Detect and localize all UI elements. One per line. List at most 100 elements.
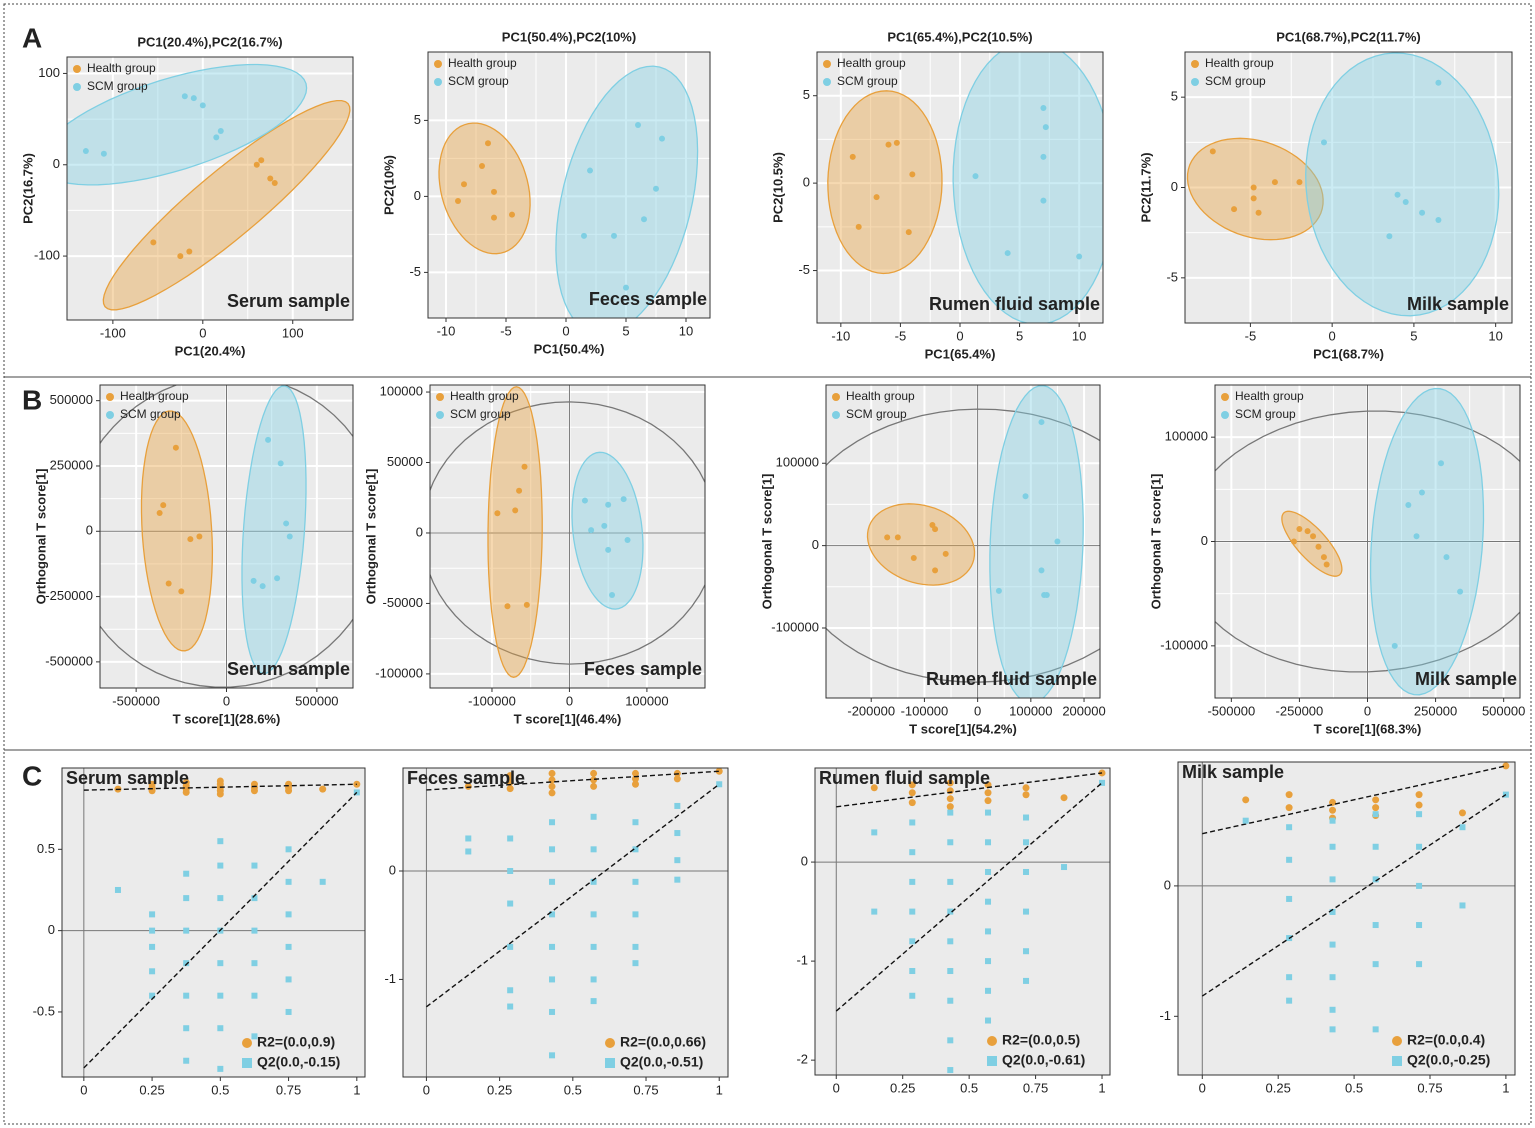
point bbox=[909, 878, 916, 885]
point bbox=[632, 878, 639, 885]
point bbox=[455, 197, 461, 204]
point bbox=[947, 997, 954, 1004]
point bbox=[910, 554, 917, 561]
point bbox=[286, 533, 293, 540]
x-axis-label: T score[1](28.6%) bbox=[173, 711, 281, 726]
point bbox=[1023, 839, 1030, 846]
point bbox=[1004, 250, 1011, 257]
y-axis-label: PC2(11.7%) bbox=[1138, 152, 1153, 222]
point bbox=[1242, 796, 1250, 804]
point bbox=[905, 229, 912, 236]
point bbox=[673, 775, 681, 783]
plot-background bbox=[1178, 762, 1515, 1075]
legend-marker bbox=[73, 83, 81, 91]
legend-marker bbox=[434, 60, 442, 68]
point bbox=[217, 895, 224, 902]
point bbox=[1329, 1006, 1336, 1013]
point bbox=[100, 150, 107, 157]
point bbox=[1231, 206, 1238, 213]
point bbox=[1329, 974, 1336, 981]
point bbox=[319, 785, 327, 793]
hotelling-ellipse bbox=[430, 401, 705, 665]
point bbox=[716, 781, 723, 788]
x-tick-label: -200000 bbox=[847, 703, 895, 718]
x-axis-label: T score[1](68.3%) bbox=[1314, 721, 1422, 736]
y-axis-label: PC2(10.5%) bbox=[770, 152, 785, 223]
legend-label: Health group bbox=[87, 61, 156, 75]
regression-line bbox=[83, 783, 357, 791]
legend-marker bbox=[436, 393, 444, 401]
x-tick-label: 0 bbox=[199, 325, 206, 340]
point bbox=[871, 829, 878, 836]
point bbox=[1286, 974, 1293, 981]
x-tick-label: 0 bbox=[956, 328, 963, 343]
point bbox=[1023, 977, 1030, 984]
legend-marker bbox=[106, 393, 114, 401]
y-axis-label: Orthogonal T score[1] bbox=[1148, 474, 1163, 610]
point bbox=[217, 960, 224, 967]
legend-label: Health group bbox=[450, 389, 519, 403]
chart-panel: -100 0 100 -100 0 100 PC1(20.4%),PC2(16.7%) PC1… bbox=[20, 34, 354, 358]
regression-line bbox=[836, 772, 1103, 808]
point bbox=[149, 911, 156, 918]
plot-area bbox=[67, 57, 353, 320]
point bbox=[985, 958, 992, 965]
point bbox=[590, 776, 598, 784]
point bbox=[611, 232, 617, 239]
y-tick-label: -500000 bbox=[45, 653, 93, 668]
y-axis-label: PC2(10%) bbox=[381, 155, 396, 215]
x-tick-label: 0 bbox=[1199, 1080, 1206, 1095]
point bbox=[985, 1017, 992, 1024]
point bbox=[265, 436, 272, 443]
chart-panel: -5 0 5 10 -5 0 5 PC1(68.7%),PC2(11.7%) PC1(68.7%… bbox=[1138, 29, 1513, 361]
confidence-ellipse bbox=[866, 503, 976, 586]
point bbox=[82, 148, 89, 155]
point bbox=[183, 1025, 190, 1032]
point bbox=[674, 802, 681, 809]
point bbox=[285, 976, 292, 983]
plot-area bbox=[1185, 52, 1512, 323]
point bbox=[1310, 533, 1317, 540]
legend-label: Q2(0.0,-0.51) bbox=[620, 1054, 703, 1070]
chart-title: PC1(20.4%),PC2(16.7%) bbox=[137, 34, 282, 49]
plot-area bbox=[817, 52, 1103, 323]
legend-marker bbox=[73, 65, 81, 73]
point bbox=[1286, 895, 1293, 902]
legend-label: Health group bbox=[837, 56, 906, 70]
point bbox=[1022, 493, 1029, 500]
x-tick-label: 5 bbox=[1410, 328, 1417, 343]
regression-line bbox=[1201, 794, 1507, 997]
point bbox=[885, 141, 892, 148]
point bbox=[946, 803, 954, 811]
plot-background bbox=[403, 768, 728, 1077]
annotation: Rumen fluid sample bbox=[929, 294, 1100, 314]
plot-background bbox=[428, 52, 710, 318]
legend-marker bbox=[823, 60, 831, 68]
y-tick-label: -100000 bbox=[375, 665, 423, 680]
y-tick-label: 0 bbox=[1171, 179, 1178, 194]
point bbox=[1043, 592, 1050, 599]
point bbox=[549, 1052, 556, 1059]
point bbox=[631, 780, 639, 788]
point bbox=[1023, 868, 1030, 875]
point bbox=[985, 839, 992, 846]
point bbox=[506, 772, 514, 780]
point bbox=[1329, 876, 1336, 883]
point bbox=[1415, 791, 1423, 799]
y-tick-label: 500000 bbox=[50, 392, 93, 407]
x-axis-label: PC1(50.4%) bbox=[534, 341, 605, 356]
plot-area bbox=[428, 52, 710, 318]
legend-label: Q2(0.0,-0.61) bbox=[1002, 1052, 1085, 1068]
point bbox=[251, 992, 258, 999]
point bbox=[177, 253, 184, 260]
confidence-ellipse bbox=[241, 385, 307, 675]
annotation: Rumen fluid sample bbox=[926, 669, 1097, 689]
point bbox=[250, 787, 258, 795]
point bbox=[285, 787, 293, 795]
chart-title: PC1(68.7%),PC2(11.7%) bbox=[1276, 29, 1421, 44]
plot-border bbox=[1214, 384, 1521, 699]
plot-area bbox=[1178, 762, 1515, 1075]
x-tick-label: 100000 bbox=[1009, 703, 1052, 718]
point bbox=[1329, 806, 1337, 814]
plot-area bbox=[1215, 385, 1520, 698]
